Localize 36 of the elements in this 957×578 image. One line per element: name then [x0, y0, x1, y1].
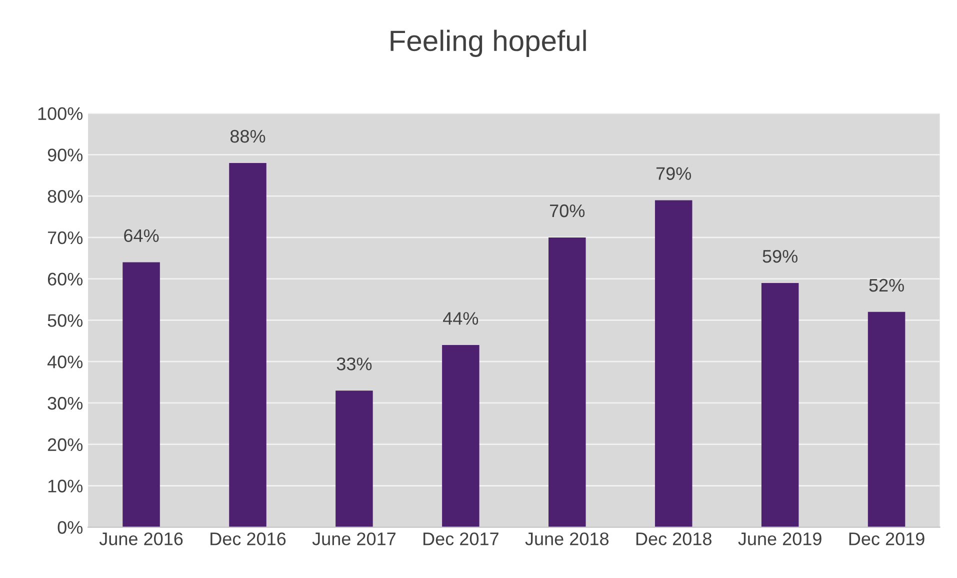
data-label: 70% — [550, 204, 585, 218]
x-tick-label: June 2017 — [312, 532, 396, 546]
x-tick-label: Dec 2019 — [849, 532, 924, 546]
bar — [761, 282, 799, 528]
x-tick-label: June 2019 — [738, 532, 822, 546]
bar — [868, 312, 906, 528]
y-tick-label: 60% — [48, 272, 83, 286]
bar — [122, 262, 160, 528]
x-tick-label: June 2016 — [99, 532, 183, 546]
y-tick-label: 80% — [48, 190, 83, 203]
y-tick-label: 30% — [48, 396, 83, 410]
x-tick-label: Dec 2016 — [210, 532, 286, 546]
data-label: 52% — [869, 278, 904, 292]
x-tick-label: Dec 2018 — [636, 532, 712, 546]
y-tick-label: 50% — [48, 314, 83, 327]
y-tick-label: 90% — [48, 148, 83, 162]
data-label: 33% — [336, 358, 372, 370]
y-tick-label: 0% — [58, 521, 83, 534]
bar — [336, 390, 373, 528]
y-tick-label: 70% — [48, 231, 83, 244]
y-tick-label: 20% — [48, 438, 83, 452]
bar — [442, 345, 480, 528]
chart-title: Feeling hopeful — [390, 30, 586, 57]
y-tick-label: 10% — [48, 480, 83, 492]
bar — [654, 200, 692, 528]
bar — [548, 237, 586, 528]
y-tick-label: 40% — [47, 356, 83, 368]
data-label: 64% — [124, 229, 159, 242]
data-label: 44% — [443, 312, 478, 325]
data-label: 88% — [230, 130, 266, 143]
y-tick-label: 100% — [38, 107, 83, 120]
data-label: 59% — [762, 250, 798, 263]
x-tick-label: Dec 2017 — [424, 532, 498, 546]
data-label: 79% — [656, 167, 692, 180]
bar — [229, 162, 266, 528]
x-tick-label: June 2018 — [525, 532, 609, 546]
